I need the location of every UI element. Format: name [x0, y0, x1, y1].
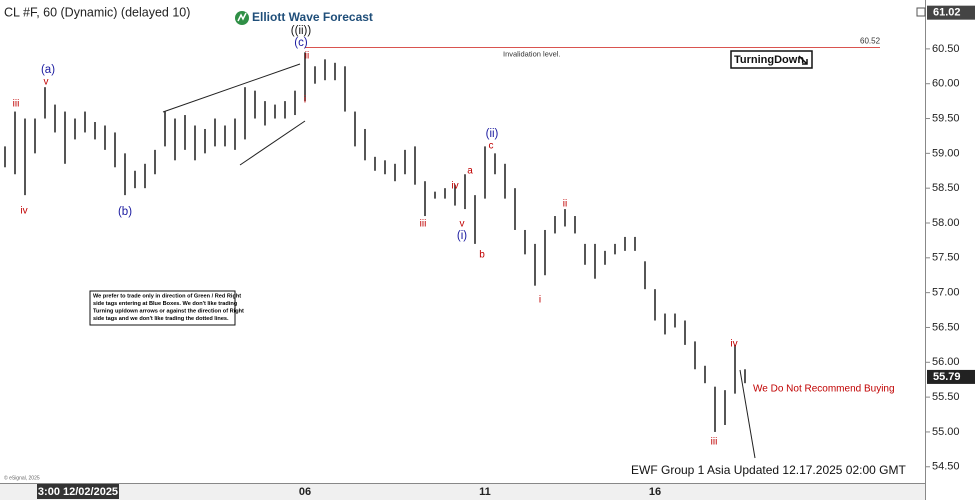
copyright: © eSignal, 2025 [4, 474, 40, 481]
signal-text: TurningDown [734, 54, 804, 66]
wave-label: (ii) [486, 128, 499, 140]
wave-label: (c) [294, 37, 308, 49]
wave-label: iv [451, 181, 458, 192]
signal-box: TurningDown [730, 50, 813, 69]
logo: Elliott Wave Forecast [235, 10, 373, 25]
wave-label: ii [305, 51, 309, 62]
wave-label: iii [711, 437, 718, 448]
y-tick-label: 60.50 [932, 43, 960, 55]
wave-label: (b) [118, 206, 132, 218]
logo-text: Elliott Wave Forecast [252, 10, 373, 24]
invalidation-text: Invalidation level. [503, 49, 561, 58]
y-tick-label: 56.00 [932, 356, 960, 368]
wave-label: ((ii)) [291, 25, 312, 37]
wave-label: (i) [457, 230, 467, 242]
x-tick-label: 11 [479, 486, 491, 498]
note-line: side tags and we don't like trading the … [93, 316, 229, 322]
y-tick-label: 59.50 [932, 112, 960, 124]
wave-label: v [460, 219, 465, 230]
y-tick-label: 56.50 [932, 321, 960, 333]
y-tick-label: 55.50 [932, 391, 960, 403]
x-tick-label: 3:00 12/02/2025 [38, 486, 118, 498]
y-tick-label: 57.50 [932, 252, 960, 264]
price-tag [927, 5, 975, 20]
y-tick-label: 58.00 [932, 217, 960, 229]
x-tick-label: 16 [649, 486, 661, 498]
wave-label: a [467, 166, 473, 177]
y-tick-label: 58.50 [932, 182, 960, 194]
signal-arrow [798, 55, 808, 65]
wave-label: iv [20, 206, 27, 217]
wave-label: v [44, 77, 49, 88]
x-tick-label: 06 [299, 486, 311, 498]
warning-text: We Do Not Recommend Buying [753, 384, 895, 395]
wave-label: iv [730, 339, 737, 350]
projection-line [739, 369, 756, 459]
price-tag-label: 61.02 [933, 7, 961, 19]
date-tag [37, 484, 119, 499]
signal-frame [730, 50, 813, 69]
footer-text: EWF Group 1 Asia Updated 12.17.2025 02:0… [631, 463, 906, 477]
wave-label: c [489, 141, 494, 152]
note-line: We prefer to trade only in direction of … [93, 293, 241, 299]
y-tick-label: 54.50 [932, 461, 960, 473]
logo-wave [237, 12, 247, 22]
settings-icon[interactable] [916, 7, 926, 17]
note-frame [89, 290, 236, 326]
chart-title: CL #F, 60 (Dynamic) (delayed 10) [4, 5, 190, 19]
wave-label: ii [563, 199, 567, 210]
trendline [162, 63, 301, 113]
note-line: side tags entering at Blue Boxes. We don… [93, 301, 238, 307]
wave-label: iii [13, 99, 20, 110]
wave-label: iii [420, 219, 427, 230]
y-tick-label: 55.00 [932, 426, 960, 438]
wave-label: i [539, 295, 541, 306]
price-tag [927, 369, 975, 384]
note-line: Turning up/down arrows or against the di… [93, 308, 244, 314]
time-axis [0, 483, 925, 500]
note-box: We prefer to trade only in direction of … [89, 290, 244, 326]
wave-label: i [304, 95, 306, 106]
trendline [239, 120, 306, 166]
y-tick-label: 60.00 [932, 78, 960, 90]
invalidation-value: 60.52 [860, 37, 881, 46]
wave-label: (a) [41, 64, 55, 76]
y-tick-label: 59.00 [932, 147, 960, 159]
price-tag-label: 55.79 [933, 371, 961, 383]
y-tick-label: 57.00 [932, 287, 960, 299]
wave-label: b [479, 250, 485, 261]
